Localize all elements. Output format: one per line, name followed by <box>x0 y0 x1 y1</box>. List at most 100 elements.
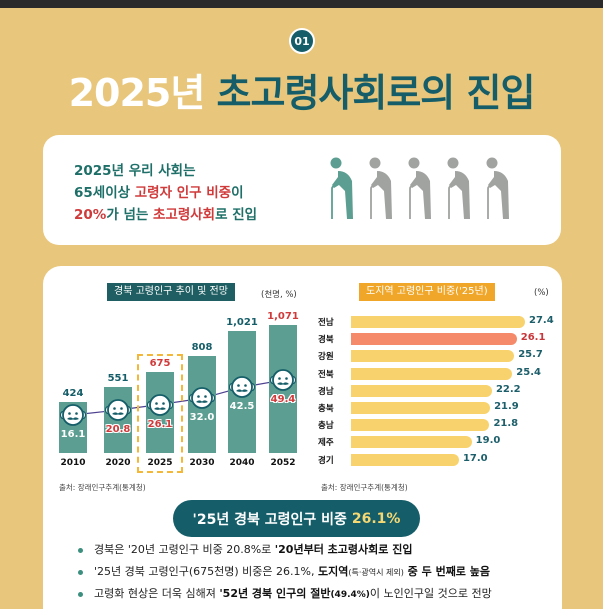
region-bar <box>351 367 513 380</box>
title-year: 2025년 <box>68 71 206 115</box>
bullet-bold-small: (49.4%) <box>330 590 370 600</box>
elderly-person-icon <box>367 157 397 221</box>
intro-line-2: 65세이상 고령자 인구 비중이 <box>74 182 257 204</box>
bar-value-label: 424 <box>62 388 84 400</box>
intro-text-segment: 가 넘는 <box>106 207 153 223</box>
region-value-label: 17.0 <box>462 452 488 464</box>
intro-line-1: 2025년 우리 사회는 <box>74 163 196 179</box>
year-axis-label: 2025 <box>147 458 173 468</box>
bullet-bold: 도지역 <box>317 565 349 578</box>
elderly-face-icon <box>188 386 216 410</box>
bullet-bold: '20년부터 초고령사회로 진입 <box>274 543 413 556</box>
bullet-item: '25년 경북 고령인구(675천명) 비중은 26.1%, 도지역(특·광역시… <box>78 564 492 586</box>
right-chart-label: 도지역 고령인구 비중('25년) <box>359 283 495 301</box>
title-main: 초고령사회로의 진입 <box>216 71 536 115</box>
bar-value-label: 1,071 <box>267 311 299 322</box>
region-bar <box>351 316 525 328</box>
region-value-label: 26.1 <box>520 332 546 344</box>
region-bar <box>351 453 459 466</box>
region-label: 경기 <box>318 455 334 466</box>
year-axis-label: 2020 <box>105 458 131 468</box>
year-axis-label: 2010 <box>60 458 86 468</box>
region-bar <box>351 402 491 414</box>
elderly-person-icon <box>445 157 475 221</box>
intro-text-highlight: 초고령사회 <box>153 207 216 223</box>
elderly-person-icon <box>484 157 514 221</box>
bullet-text: '25년 경북 고령인구(675천명) 비중은 26.1%, <box>94 565 318 578</box>
region-bar <box>351 419 490 432</box>
region-value-label: 21.8 <box>493 418 519 430</box>
region-label: 경북 <box>318 335 334 346</box>
bullet-text: 고령화 현상은 더욱 심해져 <box>94 587 220 600</box>
summary-pill: '25년 경북 고령인구 비중 26.1% <box>173 500 420 537</box>
ratio-value-label: 26.1 <box>147 418 173 430</box>
region-value-label: 27.4 <box>529 315 554 326</box>
region-label: 경남 <box>318 386 334 397</box>
top-band <box>0 0 603 8</box>
bar-value-label: 675 <box>149 358 171 370</box>
intro-text-segment: 로 진입 <box>215 207 258 223</box>
region-label: 전남 <box>318 318 334 328</box>
region-value-label: 19.0 <box>475 435 501 447</box>
region-label: 전북 <box>318 369 334 380</box>
elderly-person-icon <box>328 157 358 221</box>
page-title: 2025년 초고령사회로의 진입 <box>0 62 603 117</box>
elderly-face-icon <box>269 368 297 392</box>
elderly-person-icon <box>406 157 436 221</box>
intro-text-highlight: 고령자 인구 비중 <box>134 185 232 201</box>
year-axis-label: 2030 <box>189 458 215 468</box>
region-value-label: 22.2 <box>495 383 521 395</box>
bullet-text: 경북은 '20년 고령인구 비중 20.8%로 <box>94 543 275 556</box>
region-bar <box>351 350 515 363</box>
elderly-face-icon <box>104 398 132 422</box>
intro-text-segment: 65세이상 <box>74 185 135 201</box>
bullet-item: 경북은 '20년 고령인구 비중 20.8%로 '20년부터 초고령사회로 진입 <box>78 542 492 564</box>
region-label: 충북 <box>318 404 334 414</box>
left-chart-source: 출처: 장래인구추계(통계청) <box>59 483 146 492</box>
region-value-label: 21.9 <box>494 401 519 412</box>
region-value-label: 25.7 <box>518 349 543 361</box>
ratio-value-label: 49.4 <box>270 394 296 406</box>
bullet-small: (특·광역시 제외) <box>348 568 404 577</box>
left-chart-unit: (천명, %) <box>261 290 297 300</box>
bar-value-label: 1,021 <box>226 316 258 328</box>
region-bar <box>351 436 472 449</box>
bar-value-label: 808 <box>191 342 213 354</box>
intro-box: 2025년 우리 사회는 65세이상 고령자 인구 비중이 20%가 넘는 초고… <box>43 135 561 245</box>
region-label: 제주 <box>318 438 334 449</box>
left-chart-label: 경북 고령인구 추이 및 전망 <box>107 283 235 301</box>
region-bar <box>351 333 517 346</box>
summary-pill-text: '25년 경북 고령인구 비중 <box>192 511 347 528</box>
elderly-face-icon <box>146 393 174 417</box>
elderly-population-chart: 424 2010 16.1 551 2020 20.8 675 2025 26.1 808 2030… <box>53 306 303 476</box>
summary-pill-value: 26.1% <box>351 510 401 527</box>
elderly-figures <box>328 157 514 221</box>
region-value-label: 25.4 <box>516 366 541 378</box>
chart-card: 경북 고령인구 추이 및 전망 (천명, %) 도지역 고령인구 비중('25년… <box>43 266 562 609</box>
bullet-item: 고령화 현상은 더욱 심해져 '52년 경북 인구의 절반(49.4%)이 노인… <box>78 586 492 608</box>
bullet-text: 이 노인인구일 것으로 전망 <box>369 587 492 600</box>
year-axis-label: 2040 <box>229 458 255 468</box>
intro-text-segment: 이 <box>231 185 244 201</box>
intro-text: 2025년 우리 사회는 65세이상 고령자 인구 비중이 20%가 넘는 초고… <box>74 160 257 226</box>
region-label: 충남 <box>318 421 334 432</box>
right-chart-source: 출처: 장래인구추계(통계청) <box>321 483 408 492</box>
ratio-value-label: 20.8 <box>105 424 131 436</box>
bullet-bold: 중 두 번째로 높음 <box>403 565 491 578</box>
bar-value-label: 551 <box>107 373 129 385</box>
ratio-value-label: 32.0 <box>189 412 215 424</box>
ratio-value-label: 16.1 <box>60 429 86 440</box>
intro-text-highlight: 20% <box>74 207 107 223</box>
bullet-bold: '52년 경북 인구의 절반 <box>219 587 331 600</box>
ratio-value-label: 42.5 <box>229 401 255 413</box>
region-label: 강원 <box>318 352 334 363</box>
summary-bullets: 경북은 '20년 고령인구 비중 20.8%로 '20년부터 초고령사회로 진입… <box>78 542 492 608</box>
elderly-face-icon <box>228 375 256 399</box>
section-number-badge: 01 <box>289 28 315 54</box>
right-chart-unit: (%) <box>534 288 549 298</box>
intro-line-3: 20%가 넘는 초고령사회로 진입 <box>74 204 257 226</box>
region-bar <box>351 384 492 397</box>
year-axis-label: 2052 <box>270 458 296 468</box>
elderly-face-icon <box>59 403 87 427</box>
highlight-2025-box <box>137 354 183 473</box>
